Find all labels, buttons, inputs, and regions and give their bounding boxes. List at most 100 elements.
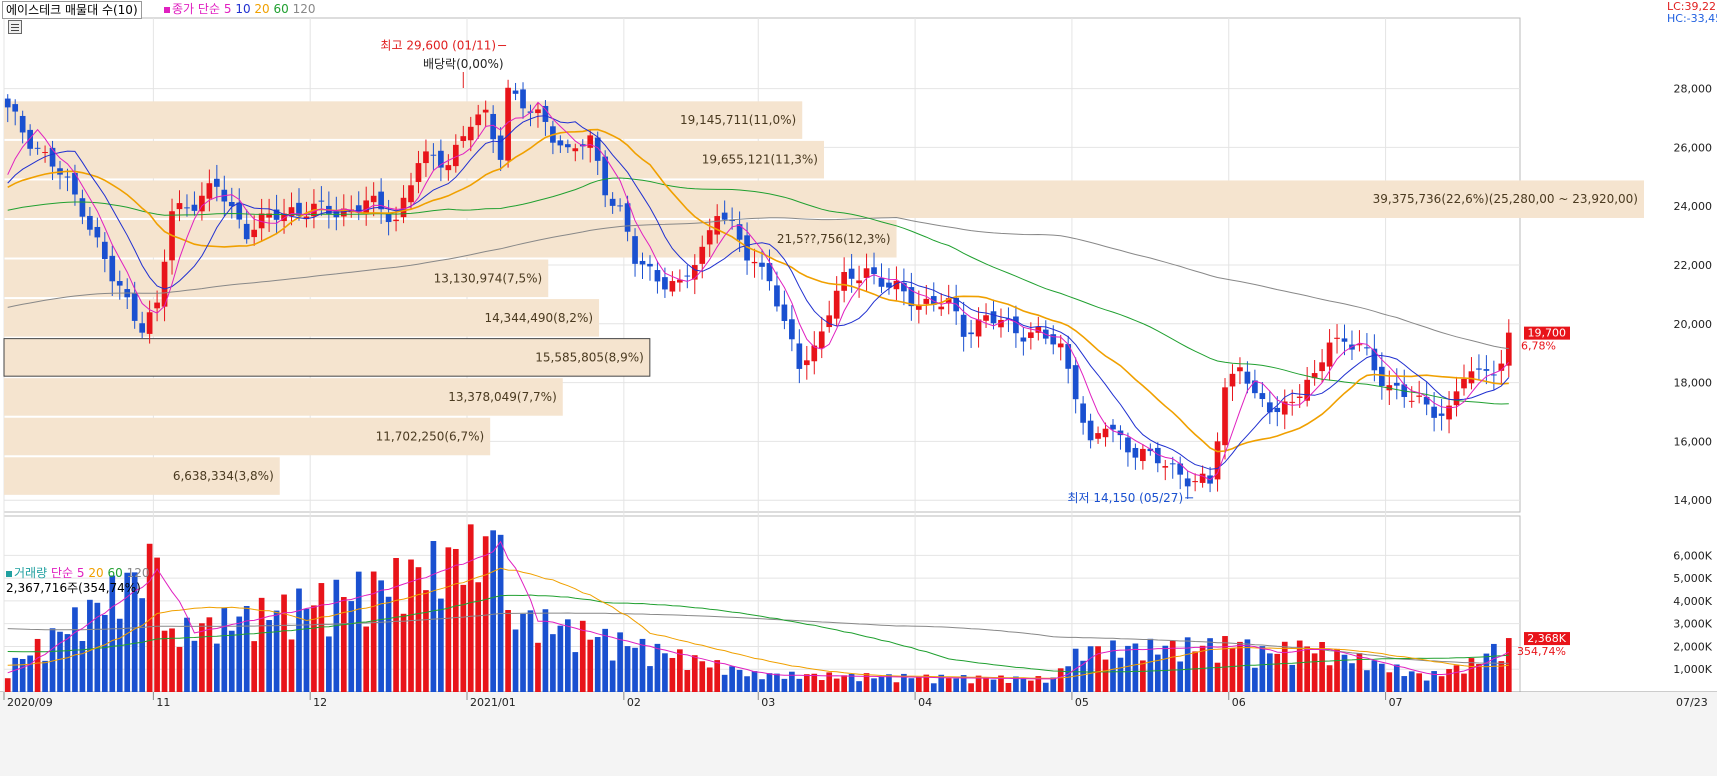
candle-body — [184, 207, 190, 209]
volume-profile-label: 13,378,049(7,7%) — [448, 390, 557, 404]
candle-body — [64, 176, 71, 178]
candle-body — [296, 202, 302, 216]
candle-body — [139, 323, 145, 333]
volume-bar — [363, 626, 370, 692]
candle-body — [1491, 374, 1497, 376]
candle-body — [803, 360, 810, 366]
volume-bar — [273, 610, 280, 692]
volume-bar — [923, 674, 930, 692]
volume-bar — [191, 640, 198, 692]
candle-body — [1102, 428, 1109, 438]
volume-bar — [1140, 660, 1146, 692]
x-tick-label: 2020/09 — [7, 696, 53, 709]
candle-body — [1229, 373, 1236, 387]
candle-body — [579, 144, 586, 147]
volume-bar — [1125, 645, 1131, 692]
volume-bar — [1169, 640, 1176, 692]
volume-bar — [654, 643, 661, 692]
candle-body — [1095, 433, 1101, 439]
x-tick-label: 07 — [1389, 696, 1403, 709]
candle-body — [1289, 401, 1296, 403]
volume-bar — [1483, 653, 1490, 692]
candle-body — [199, 195, 205, 212]
candle-body — [72, 172, 78, 195]
volume-bar — [1453, 665, 1460, 692]
candle-body — [1371, 348, 1378, 371]
volume-bar — [1259, 646, 1266, 692]
candle-body — [684, 275, 691, 277]
volume-bar — [1446, 669, 1452, 692]
volume-bar — [587, 639, 594, 692]
candle-body — [19, 115, 26, 133]
candle-body — [1050, 334, 1057, 345]
candle-body — [736, 224, 743, 240]
volume-bar — [445, 547, 452, 692]
candle-body — [1408, 400, 1415, 402]
candle-body — [146, 312, 153, 334]
volume-bar — [1505, 638, 1512, 692]
volume-profile-label: 21,5??,756(12,3%) — [777, 232, 891, 246]
settings-icon[interactable] — [8, 20, 22, 34]
volume-bar — [1035, 676, 1042, 692]
volume-bar — [221, 607, 228, 692]
candle-body — [430, 154, 437, 156]
candle-body — [572, 148, 579, 152]
x-tick-label: 2021/01 — [470, 696, 516, 709]
volume-bar — [370, 571, 377, 692]
volume-bar — [1401, 676, 1408, 692]
x-tick-label: 06 — [1232, 696, 1246, 709]
volume-bar — [1386, 672, 1393, 692]
candle-body — [557, 140, 564, 146]
volume-bar — [975, 675, 982, 692]
vol-legend-ma20: 20 — [88, 566, 104, 580]
vol-legend-ma120: 120 — [126, 566, 150, 580]
volume-bar — [1281, 641, 1288, 692]
volume-bar — [109, 575, 116, 692]
volume-bar — [206, 617, 213, 692]
volume-bar — [1304, 646, 1311, 692]
volume-bar — [1379, 663, 1385, 692]
volume-stat: 2,367,716주(354,74%) — [6, 581, 141, 595]
candle-body — [318, 200, 325, 202]
x-tick-label: 05 — [1075, 696, 1089, 709]
volume-bar — [1184, 637, 1191, 692]
volume-bar — [579, 620, 586, 692]
candle-body — [1035, 326, 1042, 333]
volume-bar — [1393, 664, 1400, 692]
volume-bar — [131, 572, 138, 692]
volume-bar — [1087, 646, 1094, 692]
volume-bar — [415, 567, 422, 692]
candle-body — [699, 246, 706, 264]
x-tick-label: 11 — [156, 696, 170, 709]
candle-body — [475, 114, 482, 126]
volume-bar — [901, 673, 907, 692]
volume-bar — [1476, 664, 1482, 692]
candle-body — [744, 235, 750, 261]
volume-bar — [438, 598, 444, 692]
volume-bar — [1371, 660, 1378, 692]
volume-tick-label: 3,000K — [1673, 618, 1712, 631]
candle-body — [1341, 338, 1348, 342]
volume-bar — [385, 596, 392, 692]
volume-bar — [266, 620, 272, 692]
volume-bar — [243, 605, 250, 692]
candle-body — [1334, 337, 1340, 339]
volume-bar — [1072, 648, 1079, 692]
volume-bar — [355, 571, 362, 692]
volume-bar — [647, 666, 653, 692]
volume-bar — [766, 673, 773, 692]
volume-bar — [1132, 643, 1139, 692]
candle-body — [94, 226, 101, 238]
candle-body — [34, 147, 41, 149]
candle-body — [1087, 420, 1094, 441]
lc-value: LC:39,22 — [1667, 0, 1717, 13]
candle-body — [266, 213, 272, 218]
candle-body — [1080, 403, 1086, 423]
candle-body — [1461, 378, 1467, 389]
candle-body — [1237, 367, 1243, 372]
volume-bar — [550, 634, 556, 692]
volume-bar — [12, 657, 19, 692]
candle-body — [303, 216, 310, 220]
candle-body — [490, 113, 496, 140]
